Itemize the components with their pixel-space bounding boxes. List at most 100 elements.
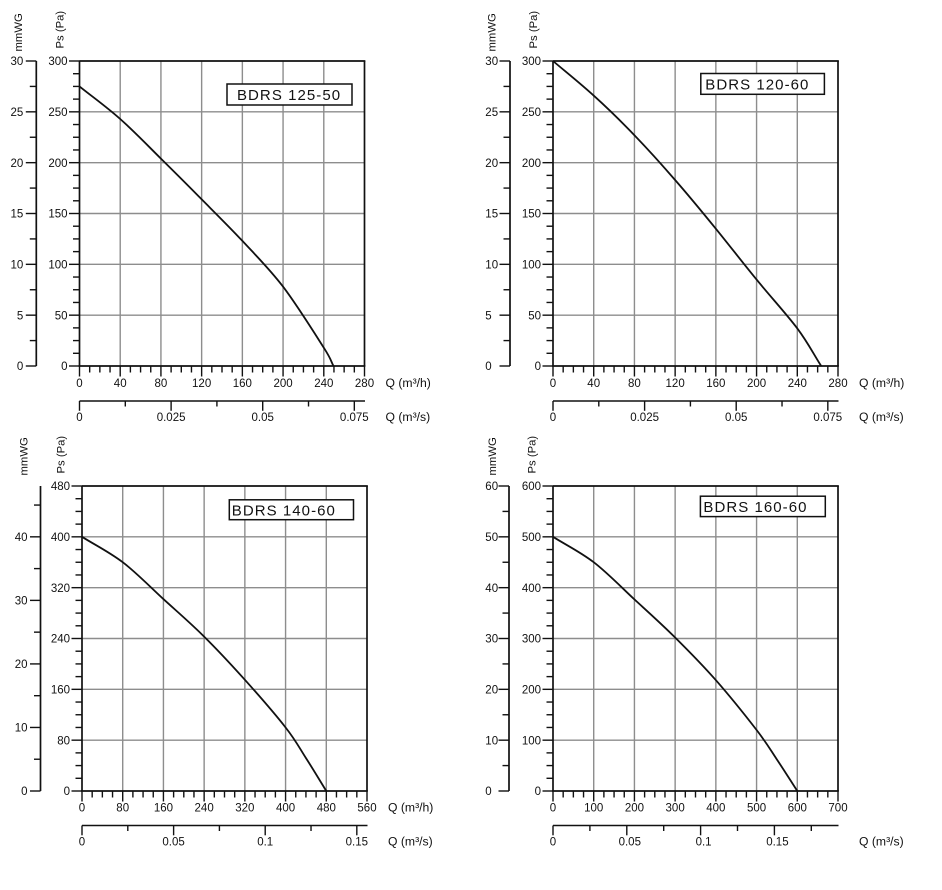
svg-text:250: 250 (48, 107, 67, 119)
svg-text:50: 50 (485, 532, 498, 544)
svg-text:160: 160 (51, 685, 70, 697)
svg-text:Ps (Pa): Ps (Pa) (56, 436, 68, 474)
svg-text:0: 0 (79, 837, 85, 849)
svg-text:mmWG: mmWG (19, 437, 31, 475)
svg-text:40: 40 (587, 378, 600, 390)
svg-text:Ps (Pa): Ps (Pa) (527, 436, 539, 474)
svg-text:240: 240 (314, 378, 333, 390)
svg-text:BDRS 120-60: BDRS 120-60 (705, 76, 809, 93)
svg-text:700: 700 (828, 803, 847, 815)
svg-text:0: 0 (550, 378, 556, 390)
svg-text:0.05: 0.05 (619, 837, 641, 849)
svg-text:20: 20 (15, 659, 28, 671)
svg-text:300: 300 (522, 56, 541, 68)
svg-text:160: 160 (233, 378, 252, 390)
svg-text:300: 300 (666, 803, 685, 815)
svg-text:160: 160 (706, 378, 725, 390)
svg-text:0: 0 (550, 412, 556, 424)
svg-text:400: 400 (51, 532, 70, 544)
svg-text:280: 280 (828, 378, 847, 390)
svg-text:Ps (Pa): Ps (Pa) (55, 11, 67, 49)
svg-text:0: 0 (21, 786, 27, 798)
svg-text:200: 200 (747, 378, 766, 390)
svg-text:400: 400 (276, 803, 295, 815)
svg-text:280: 280 (355, 378, 374, 390)
svg-text:5: 5 (485, 310, 491, 322)
svg-text:600: 600 (522, 481, 541, 493)
svg-text:0.05: 0.05 (725, 412, 747, 424)
svg-text:80: 80 (155, 378, 168, 390)
svg-text:80: 80 (628, 378, 641, 390)
svg-text:10: 10 (485, 735, 498, 747)
svg-text:120: 120 (666, 378, 685, 390)
svg-text:100: 100 (522, 735, 541, 747)
svg-text:40: 40 (485, 583, 498, 595)
svg-text:10: 10 (485, 260, 498, 272)
svg-text:80: 80 (57, 735, 70, 747)
svg-text:400: 400 (522, 583, 541, 595)
svg-text:200: 200 (273, 378, 292, 390)
svg-text:Q (m³/s): Q (m³/s) (388, 835, 433, 849)
svg-text:0.1: 0.1 (696, 837, 712, 849)
svg-text:120: 120 (192, 378, 211, 390)
svg-text:0.075: 0.075 (340, 412, 369, 424)
svg-text:240: 240 (788, 378, 807, 390)
svg-text:30: 30 (15, 596, 28, 608)
svg-text:mmWG: mmWG (487, 437, 499, 475)
svg-text:0: 0 (485, 786, 491, 798)
svg-text:Q (m³/s): Q (m³/s) (386, 410, 431, 424)
svg-text:500: 500 (522, 532, 541, 544)
svg-text:0: 0 (550, 803, 556, 815)
svg-text:0: 0 (61, 361, 67, 373)
svg-text:40: 40 (114, 378, 127, 390)
svg-text:240: 240 (51, 634, 70, 646)
svg-text:15: 15 (11, 209, 24, 221)
svg-text:mmWG: mmWG (487, 13, 499, 51)
svg-text:150: 150 (522, 209, 541, 221)
svg-text:Q (m³/h): Q (m³/h) (388, 801, 433, 815)
svg-text:0: 0 (79, 803, 85, 815)
svg-text:40: 40 (15, 532, 28, 544)
svg-text:0.15: 0.15 (346, 837, 368, 849)
svg-text:0: 0 (17, 361, 23, 373)
svg-text:5: 5 (17, 310, 23, 322)
svg-text:25: 25 (485, 107, 498, 119)
svg-text:BDRS 125-50: BDRS 125-50 (237, 87, 341, 104)
svg-text:0.05: 0.05 (162, 837, 184, 849)
svg-text:30: 30 (485, 56, 498, 68)
svg-text:100: 100 (584, 803, 603, 815)
svg-text:240: 240 (195, 803, 214, 815)
svg-text:0: 0 (535, 361, 541, 373)
svg-text:Q (m³/s): Q (m³/s) (859, 410, 904, 424)
svg-text:600: 600 (788, 803, 807, 815)
svg-text:0.15: 0.15 (766, 837, 788, 849)
svg-text:10: 10 (15, 723, 28, 735)
svg-text:480: 480 (51, 481, 70, 493)
svg-text:20: 20 (11, 158, 24, 170)
svg-text:Q (m³/h): Q (m³/h) (859, 376, 904, 390)
svg-text:10: 10 (11, 260, 24, 272)
svg-text:100: 100 (48, 260, 67, 272)
svg-text:50: 50 (528, 310, 541, 322)
svg-text:560: 560 (357, 803, 376, 815)
svg-text:0.1: 0.1 (257, 837, 273, 849)
svg-text:0: 0 (550, 837, 556, 849)
svg-text:0: 0 (64, 786, 70, 798)
svg-text:20: 20 (485, 158, 498, 170)
svg-text:200: 200 (522, 685, 541, 697)
svg-text:15: 15 (485, 209, 498, 221)
svg-text:Ps (Pa): Ps (Pa) (528, 11, 540, 49)
svg-text:BDRS 160-60: BDRS 160-60 (703, 499, 807, 516)
svg-text:320: 320 (235, 803, 254, 815)
svg-text:0: 0 (76, 378, 82, 390)
svg-text:200: 200 (48, 158, 67, 170)
svg-text:BDRS 140-60: BDRS 140-60 (232, 503, 336, 520)
svg-text:0: 0 (76, 412, 82, 424)
svg-text:480: 480 (317, 803, 336, 815)
svg-text:0: 0 (535, 786, 541, 798)
svg-text:320: 320 (51, 583, 70, 595)
svg-text:500: 500 (747, 803, 766, 815)
svg-text:0.025: 0.025 (157, 412, 186, 424)
svg-text:0.075: 0.075 (813, 412, 842, 424)
svg-text:0.025: 0.025 (630, 412, 659, 424)
